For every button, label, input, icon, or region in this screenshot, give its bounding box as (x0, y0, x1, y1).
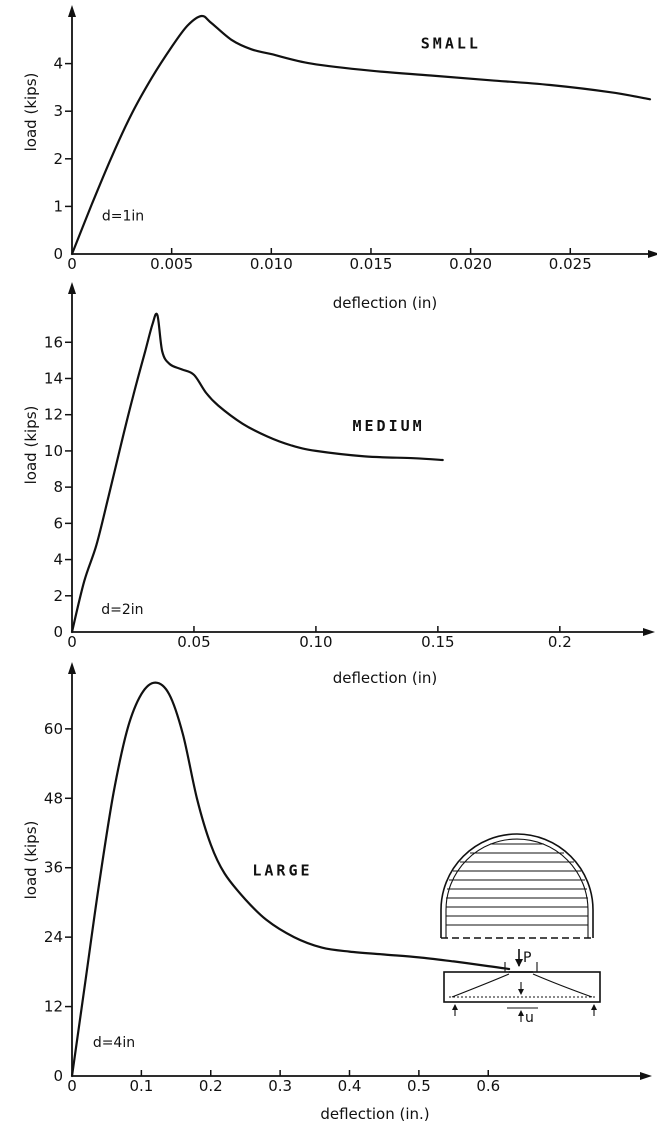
y-tick-label: 1 (53, 197, 63, 215)
y-tick-label: 0 (53, 245, 63, 263)
panel-large-ylabel: load (kips) (22, 821, 40, 900)
y-tick-label: 0 (53, 1067, 63, 1085)
panel-small-plot: 0 0.005 0.010 0.015 0.020 0.025 0 1 2 3 4 SMALL d=1i… (53, 5, 657, 273)
half-disc-inner-ring (445, 838, 589, 938)
crack-right (532, 973, 593, 998)
panel-small-xlabel: deflection (in) (333, 294, 438, 312)
y-tick-label: 8 (53, 478, 63, 496)
panel-large-x-arrow (640, 1072, 652, 1080)
x-tick-label: 0.3 (268, 1077, 292, 1095)
crack-left (451, 973, 510, 998)
panel-small-x-arrow (648, 250, 657, 258)
y-tick-label: 10 (44, 442, 63, 460)
x-tick-label: 0.05 (177, 633, 210, 651)
y-tick-label: 2 (53, 150, 63, 168)
x-tick-label: 0 (67, 633, 77, 651)
deflection-symbol-u: u (525, 1010, 534, 1026)
y-tick-label: 4 (53, 55, 63, 73)
series-line-small (70, 14, 652, 256)
panel-medium-ylabel: load (kips) (22, 406, 40, 485)
x-tick-label: 0 (67, 255, 77, 273)
panel-small-ylabel: load (kips) (22, 73, 40, 152)
y-tick-label: 2 (53, 587, 63, 605)
size-annotation-small: d=1in (102, 209, 144, 225)
panel-large-plot: 0 0.1 0.2 0.3 0.4 0.5 0.6 0 12 24 36 48 60 LARGE d=4in (44, 662, 652, 1095)
panel-medium-y-arrow (68, 282, 76, 294)
y-tick-label: 6 (53, 514, 63, 532)
series-line-large (70, 681, 511, 1078)
x-tick-label: 0.025 (549, 255, 592, 273)
x-tick-label: 0.15 (421, 633, 454, 651)
x-tick-label: 0.2 (199, 1077, 223, 1095)
y-tick-label: 16 (44, 333, 63, 351)
x-tick-label: 0.10 (299, 633, 332, 651)
support-arrows (452, 1004, 597, 1016)
series-label-small: SMALL (421, 35, 481, 53)
series-line-medium (70, 312, 444, 634)
y-tick-label: 0 (53, 623, 63, 641)
x-tick-label: 0.010 (250, 255, 293, 273)
reinforcement-lines (446, 843, 588, 926)
load-arrow-p: P (515, 949, 531, 967)
x-tick-label: 0.015 (349, 255, 392, 273)
panel-medium-x-arrow (643, 628, 655, 636)
panel-large-xlabel: deflection (in.) (320, 1105, 429, 1123)
panel-large-y-arrow (68, 662, 76, 674)
x-tick-label: 0.020 (449, 255, 492, 273)
x-tick-label: 0.6 (476, 1077, 500, 1095)
y-tick-label: 14 (44, 369, 63, 387)
panel-large: load (kips) deflection (in.) (22, 821, 430, 1123)
series-label-large: LARGE (252, 862, 312, 880)
x-tick-label: 0 (67, 1077, 77, 1095)
load-symbol-p: P (523, 950, 531, 966)
x-tick-label: 0.005 (150, 255, 193, 273)
y-tick-label: 3 (53, 102, 63, 120)
x-tick-label: 0.1 (129, 1077, 153, 1095)
panel-medium-plot: 0 0.05 0.10 0.15 0.2 0 2 4 6 8 10 12 14 16 MEDIUM d=2in (44, 282, 655, 651)
panel-small: load (kips) deflection (in) (22, 73, 437, 312)
specimen-sketch: P u (440, 833, 601, 1026)
deflection-arrow-u: u (518, 1010, 534, 1026)
y-tick-label: 60 (44, 720, 63, 738)
x-tick-label: 0.5 (407, 1077, 431, 1095)
series-label-medium: MEDIUM (353, 417, 425, 435)
y-tick-label: 4 (53, 551, 63, 569)
y-tick-label: 12 (44, 406, 63, 424)
panel-small-y-arrow (68, 5, 76, 17)
y-tick-label: 12 (44, 998, 63, 1016)
y-tick-label: 24 (44, 928, 63, 946)
panel-medium-xlabel: deflection (in) (333, 669, 438, 687)
y-tick-label: 48 (44, 789, 63, 807)
x-tick-label: 0.4 (338, 1077, 362, 1095)
panel-medium: load (kips) deflection (in) (22, 406, 437, 687)
y-tick-label: 36 (44, 859, 63, 877)
x-tick-label: 0.2 (548, 633, 572, 651)
half-disc-outline (440, 833, 594, 938)
size-annotation-medium: d=2in (101, 602, 143, 618)
size-annotation-large: d=4in (93, 1035, 135, 1051)
